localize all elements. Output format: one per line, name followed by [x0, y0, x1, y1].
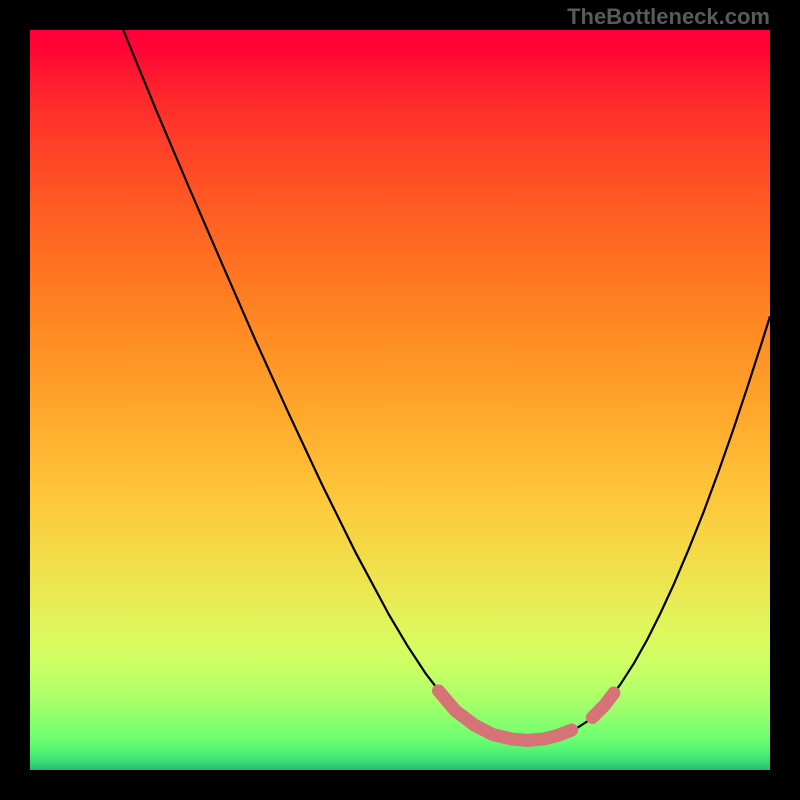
highlight-segment — [592, 693, 613, 717]
bottleneck-curve-right — [576, 316, 770, 728]
curve-layer — [30, 30, 770, 770]
bottleneck-curve-left — [123, 30, 576, 740]
highlight-overlay — [438, 691, 613, 741]
highlight-segment — [438, 691, 571, 741]
bottleneck-chart: TheBottleneck.com — [30, 30, 770, 770]
watermark-text: TheBottleneck.com — [567, 4, 770, 30]
